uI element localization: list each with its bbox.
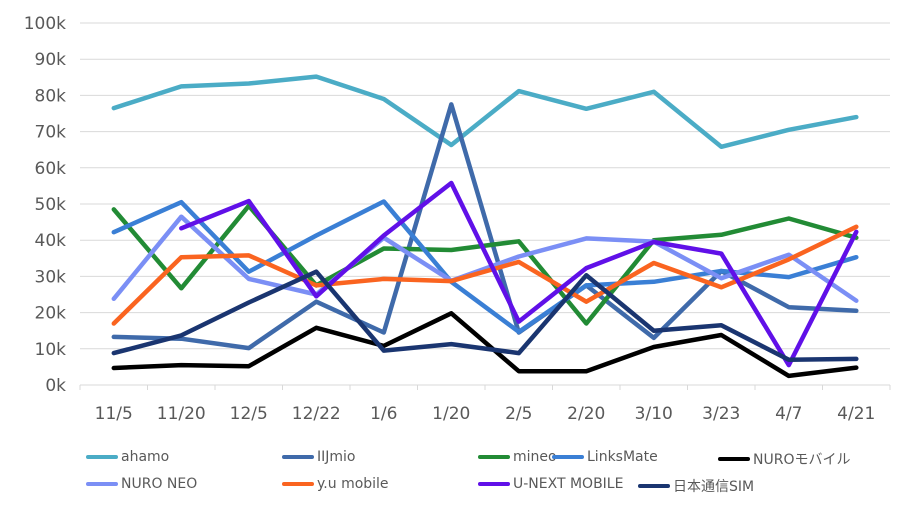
legend-item: y.u mobile [282,476,389,492]
y-tick-label: 20k [35,304,67,324]
legend-swatch [478,455,510,459]
legend-swatch [552,455,584,459]
series-line-6 [111,224,859,326]
legend-item: mineo [478,449,557,465]
legend-label: IIJmio [317,449,356,465]
series-line-0 [111,74,859,150]
y-tick-label: 30k [35,267,67,287]
legend-label: mineo [513,449,557,465]
legend-label: y.u mobile [317,476,389,492]
legend-item: IIJmio [282,449,355,465]
legend-item: LinksMate [552,449,658,465]
x-tick-label: 2/20 [567,404,605,424]
x-tick-label: 12/22 [292,404,341,424]
y-tick-label: 60k [35,159,67,179]
y-tick-label: 0k [45,376,66,396]
legend-swatch [478,482,510,486]
legend-item: U-NEXT MOBILE [478,476,623,492]
y-tick-label: 50k [35,195,67,215]
legend-label: NUROモバイル [753,452,851,468]
x-tick-label: 11/5 [95,404,133,424]
y-axis-ticks: 0k 10k 20k 30k 40k 50k 60k 70k 80k 90k 100k [24,14,66,396]
legend-swatch [86,455,118,459]
legend-swatch [638,484,670,488]
legend-swatch [282,482,314,486]
series-line-4 [111,311,859,379]
legend-item: ahamo [86,449,169,465]
series-line-2 [111,203,859,326]
y-tick-label: 70k [35,123,67,143]
series-lines [111,74,859,379]
legend-label: LinksMate [587,449,658,465]
legend-swatch [282,455,314,459]
legend-label: 日本通信SIM [673,479,755,495]
x-axis-ticks: 11/5 11/20 12/5 12/22 1/6 1/20 2/5 2/20 3/10 3/23… [79,385,891,424]
gridlines [80,22,890,386]
legend-item: NURO NEO [86,476,197,492]
y-tick-label: 40k [35,231,67,251]
x-tick-label: 2/5 [505,404,532,424]
legend-label: ahamo [121,449,170,465]
x-tick-label: 3/10 [635,404,673,424]
x-tick-label: 11/20 [157,404,206,424]
legend-swatch [718,457,750,461]
y-tick-label: 80k [35,86,67,106]
y-tick-label: 90k [35,50,67,70]
x-tick-label: 4/7 [775,404,802,424]
legend-item: NUROモバイル [718,449,850,469]
series-line-1 [111,102,859,351]
series-line-8 [111,269,859,362]
x-tick-label: 3/23 [702,404,740,424]
x-tick-label: 12/5 [230,404,268,424]
x-tick-label: 1/6 [370,404,397,424]
legend-swatch [86,482,118,486]
x-tick-label: 4/21 [837,404,875,424]
y-tick-label: 10k [35,340,67,360]
legend-item: 日本通信SIM [638,476,754,496]
legend-label: U-NEXT MOBILE [513,476,624,492]
legend-label: NURO NEO [121,476,198,492]
y-tick-label: 100k [24,14,66,34]
x-tick-label: 1/20 [432,404,470,424]
